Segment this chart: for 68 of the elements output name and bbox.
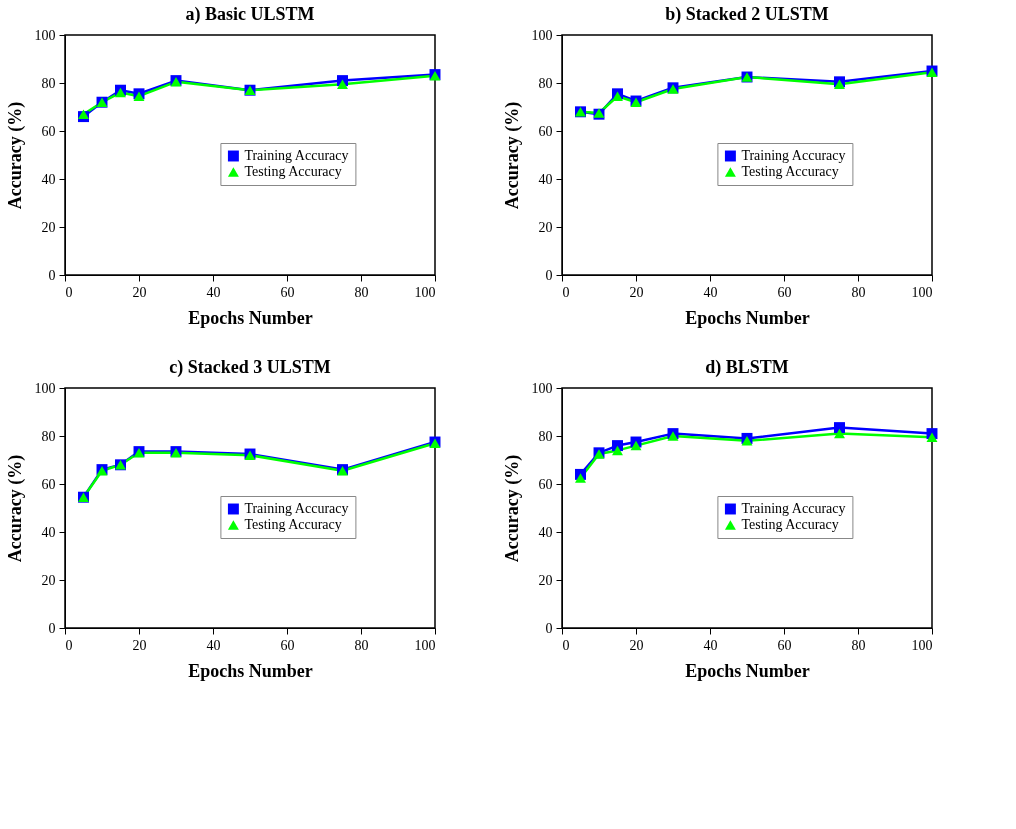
y-tick-label: 80	[538, 428, 553, 444]
y-tick-label: 20	[41, 572, 56, 588]
y-tick-label: 100	[34, 27, 56, 43]
x-tick-label: 20	[132, 284, 147, 300]
x-tick-label: 100	[911, 637, 933, 653]
x-tick-label: 100	[414, 284, 436, 300]
x-tick-label: 20	[629, 637, 644, 653]
y-axis-title: Accuracy (%)	[501, 454, 523, 563]
x-tick-label: 20	[132, 637, 147, 653]
y-tick-label: 60	[41, 476, 56, 492]
y-tick-label: 0	[48, 620, 56, 636]
legend-label: Testing Accuracy	[741, 517, 839, 532]
chart-title: c) Stacked 3 ULSTM	[169, 357, 331, 378]
x-tick-label: 80	[354, 637, 369, 653]
chart-title: a) Basic ULSTM	[185, 4, 315, 25]
y-tick-label: 40	[41, 524, 56, 540]
x-tick-label: 100	[911, 284, 933, 300]
y-tick-label: 60	[538, 476, 553, 492]
legend-label: Testing Accuracy	[244, 164, 342, 179]
x-axis-title: Epochs Number	[685, 307, 810, 328]
x-tick-label: 80	[851, 284, 866, 300]
x-tick-label: 40	[703, 284, 718, 300]
legend-label: Testing Accuracy	[244, 517, 342, 532]
x-tick-label: 60	[280, 637, 295, 653]
x-axis-title: Epochs Number	[188, 307, 313, 328]
x-tick-label: 80	[851, 637, 866, 653]
x-tick-label: 0	[65, 284, 73, 300]
x-tick-label: 60	[777, 637, 792, 653]
y-tick-label: 80	[41, 428, 56, 444]
x-tick-label: 80	[354, 284, 369, 300]
y-tick-label: 80	[538, 75, 553, 91]
y-axis-title: Accuracy (%)	[501, 101, 523, 210]
y-tick-label: 0	[545, 620, 553, 636]
y-tick-label: 20	[538, 572, 553, 588]
y-tick-label: 100	[34, 380, 56, 396]
x-tick-label: 100	[414, 637, 436, 653]
legend-label: Training Accuracy	[741, 501, 846, 516]
y-tick-label: 0	[48, 267, 56, 283]
x-tick-label: 0	[562, 637, 570, 653]
y-tick-label: 100	[531, 27, 553, 43]
x-tick-label: 60	[777, 284, 792, 300]
y-tick-label: 100	[531, 380, 553, 396]
x-tick-label: 20	[629, 284, 644, 300]
y-tick-label: 0	[545, 267, 553, 283]
x-tick-label: 40	[206, 637, 221, 653]
x-tick-label: 40	[703, 637, 718, 653]
legend-label: Training Accuracy	[244, 501, 349, 516]
legend-label: Training Accuracy	[244, 148, 349, 163]
legend-label: Training Accuracy	[741, 148, 846, 163]
y-tick-label: 80	[41, 75, 56, 91]
x-axis-title: Epochs Number	[188, 660, 313, 681]
y-tick-label: 60	[41, 123, 56, 139]
y-tick-label: 40	[538, 524, 553, 540]
x-tick-label: 60	[280, 284, 295, 300]
y-tick-label: 20	[41, 219, 56, 235]
x-tick-label: 0	[562, 284, 570, 300]
x-tick-label: 0	[65, 637, 73, 653]
x-axis-title: Epochs Number	[685, 660, 810, 681]
y-axis-title: Accuracy (%)	[4, 101, 26, 210]
y-tick-label: 40	[41, 171, 56, 187]
legend-label: Testing Accuracy	[741, 164, 839, 179]
y-axis-title: Accuracy (%)	[4, 454, 26, 563]
chart-title: b) Stacked 2 ULSTM	[665, 4, 829, 25]
y-tick-label: 60	[538, 123, 553, 139]
y-tick-label: 20	[538, 219, 553, 235]
y-tick-label: 40	[538, 171, 553, 187]
chart-title: d) BLSTM	[705, 357, 789, 378]
x-tick-label: 40	[206, 284, 221, 300]
